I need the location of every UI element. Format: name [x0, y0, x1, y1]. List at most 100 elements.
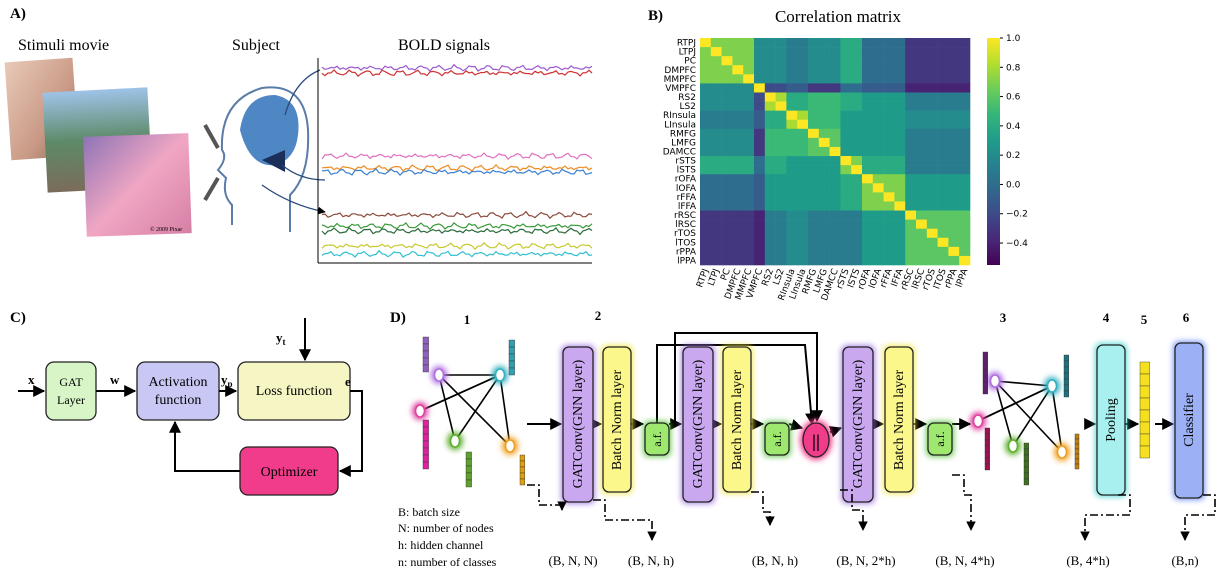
heatmap-cell: [829, 38, 841, 48]
heatmap-cell: [829, 210, 841, 220]
heatmap-cell: [959, 101, 971, 111]
heatmap-cell: [959, 65, 971, 75]
heatmap-cell: [818, 92, 830, 102]
heatmap-cell: [754, 128, 766, 139]
tensor-shape: (B, N, 2*h): [836, 553, 895, 568]
heatmap-cell: [862, 237, 874, 248]
colorbar-label: 0.2: [1006, 151, 1020, 161]
heatmap-cell: [883, 83, 895, 93]
panel-label: D): [390, 310, 406, 326]
feature-cell: [1063, 384, 1070, 392]
heatmap-cell: [786, 219, 798, 229]
heatmap-cell: [894, 47, 906, 57]
heatmap-cell: [700, 92, 712, 102]
heatmap-cell: [959, 119, 971, 130]
dashed-connector: [1180, 494, 1216, 541]
heatmap-cell: [916, 137, 928, 148]
heatmap-cell: [851, 38, 863, 48]
feature-cell: [422, 343, 429, 352]
layer-box: [602, 346, 632, 493]
heatmap-cell: [721, 119, 733, 130]
feature-cell: [508, 367, 515, 376]
heatmap-cell: [937, 146, 949, 157]
heatmap-cell: [829, 174, 841, 184]
heatmap-cell: [959, 165, 971, 175]
heatmap-cell: [754, 101, 766, 111]
heatmap-cell: [937, 165, 949, 175]
step-number: 6: [1183, 310, 1190, 325]
layer-box: [884, 346, 914, 493]
heatmap-cell: [764, 246, 776, 257]
heatmap-cell: [872, 201, 884, 211]
colorbar-label: −0.4: [1006, 239, 1028, 249]
step-number: 2: [595, 308, 602, 323]
heatmap-cell: [818, 165, 830, 175]
heatmap-cell: [808, 219, 820, 229]
heatmap-cell: [829, 237, 841, 248]
heatmap-cell: [754, 219, 766, 229]
heatmap-cell: [840, 237, 852, 248]
feature-cell: [465, 451, 472, 460]
heatmap-cell: [775, 56, 787, 66]
heatmap-cell: [721, 219, 733, 229]
heatmap-cell: [926, 74, 938, 84]
heatmap-cell: [862, 101, 874, 111]
heatmap-cell: [808, 128, 820, 139]
heatmap-cell: [710, 183, 722, 193]
dashed-connector: [840, 489, 868, 531]
heatmap-cell: [916, 74, 928, 84]
heatmap-cell: [808, 110, 820, 121]
heatmap-cell: [872, 74, 884, 84]
heatmap-cell: [926, 92, 938, 102]
heatmap-cell: [775, 38, 787, 48]
heatmap-cell: [905, 210, 917, 220]
heatmap-cell: [764, 165, 776, 175]
tensor-shape: (B, N, 4*h): [935, 553, 994, 568]
heatmap-cell: [829, 83, 841, 93]
heatmap-cell: [764, 101, 776, 111]
heatmap-cell: [786, 165, 798, 175]
heatmap-cell: [916, 156, 928, 166]
heatmap-cell: [916, 119, 928, 130]
tensor-shape: (B, 4*h): [1066, 553, 1109, 568]
bold-trace: [321, 167, 593, 176]
heatmap-cell: [743, 228, 755, 239]
heatmap-cell: [937, 47, 949, 57]
heatmap-cell: [721, 183, 733, 193]
heatmap-cell: [732, 201, 744, 211]
heatmap-cell: [818, 47, 830, 57]
heatmap-cell: [894, 110, 906, 121]
heatmap-cell: [743, 165, 755, 175]
bold-trace: [321, 249, 593, 258]
row-label: LTPJ: [679, 48, 696, 58]
heatmap-cell: [743, 38, 755, 48]
heatmap-cell: [700, 47, 712, 57]
heatmap-cell: [937, 65, 949, 75]
pipeline: GATConv(GNN layer) Batch Norm layer a.f. GA…: [412, 308, 1216, 568]
feature-cell: [519, 460, 526, 468]
heatmap-cell: [732, 183, 744, 193]
heatmap-cell: [764, 92, 776, 102]
heatmap-cell: [926, 38, 938, 48]
heatmap-cell: [862, 192, 874, 202]
heatmap-cell: [840, 65, 852, 75]
heatmap-cell: [948, 255, 960, 266]
heatmap-cell: [840, 119, 852, 130]
graph-edge: [994, 380, 1063, 453]
heatmap-cell: [818, 210, 830, 220]
heatmap-cell: [797, 165, 809, 175]
heatmap-cell: [851, 165, 863, 175]
heatmap-cell: [840, 255, 852, 266]
row-label: rFFA: [677, 193, 697, 203]
heatmap-cell: [754, 174, 766, 184]
heatmap-cell: [851, 183, 863, 193]
heatmap-cell: [926, 228, 938, 239]
heatmap-cell: [894, 83, 906, 93]
graph-edge: [438, 374, 511, 447]
heatmap-cell: [916, 101, 928, 111]
heatmap-cell: [937, 237, 949, 248]
heatmap-cell: [797, 201, 809, 211]
heatmap-cell: [948, 74, 960, 84]
box-label: GAT: [59, 375, 83, 389]
heatmap-cell: [808, 38, 820, 48]
